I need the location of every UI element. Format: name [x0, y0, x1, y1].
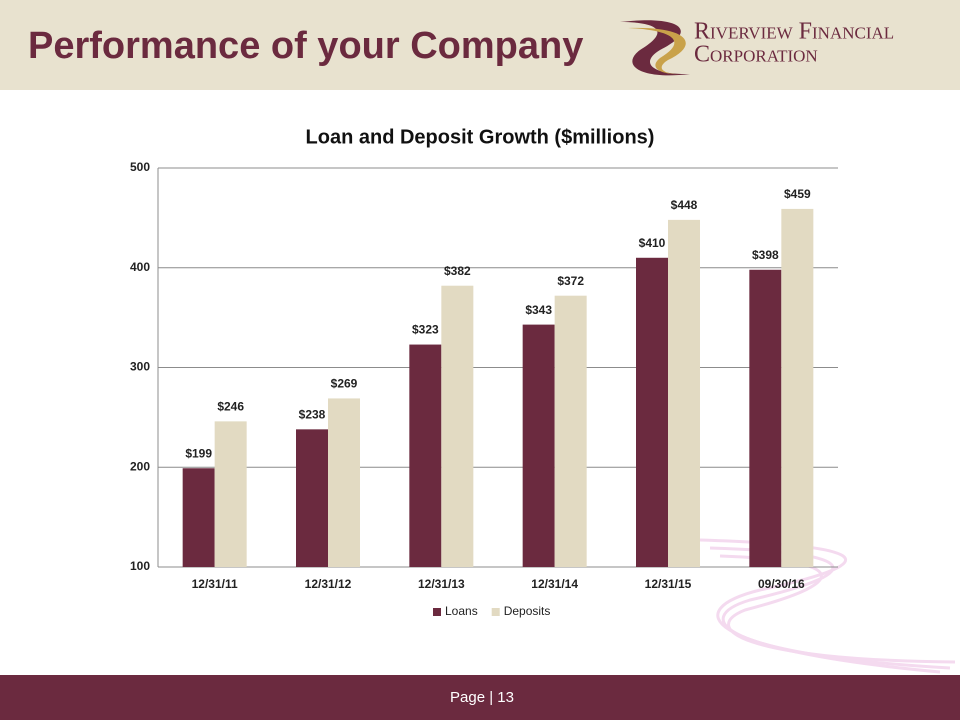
value-label: $343 — [525, 303, 552, 317]
x-tick-label: 09/30/16 — [758, 577, 805, 591]
legend-swatch — [433, 608, 441, 616]
decorative-swirl — [699, 538, 956, 674]
page-title: Performance of your Company — [28, 25, 583, 67]
value-label: $448 — [671, 198, 698, 212]
bar — [409, 344, 442, 567]
header-band — [0, 0, 960, 90]
legend-label: Loans — [445, 604, 478, 618]
y-tick-label: 500 — [130, 160, 150, 174]
bar — [636, 257, 668, 567]
bar — [749, 269, 782, 567]
value-label: $323 — [412, 323, 439, 337]
value-label: $199 — [185, 446, 212, 460]
value-label: $238 — [299, 408, 326, 422]
x-tick-label: 12/31/15 — [645, 577, 692, 591]
chart-title: Loan and Deposit Growth ($millions) — [306, 126, 655, 148]
chart: 100 200 300 400 500 12/31/11 $199 $246 12/31/12 $… — [130, 160, 838, 618]
x-tick-label: 12/31/14 — [531, 577, 578, 591]
value-label: $459 — [784, 187, 811, 201]
legend-swatch — [491, 608, 500, 616]
bar — [214, 421, 247, 567]
y-tick-label: 300 — [130, 360, 150, 374]
legend-label: Deposits — [504, 604, 551, 618]
bar — [441, 285, 474, 567]
value-label: $246 — [217, 400, 244, 414]
bar — [668, 219, 700, 567]
footer-band — [0, 675, 960, 720]
logo-text: Corporation — [694, 42, 818, 68]
x-tick-label: 12/31/12 — [305, 577, 352, 591]
x-tick-label: 12/31/11 — [192, 577, 238, 591]
x-tick-label: 12/31/13 — [418, 577, 465, 591]
bar — [522, 324, 555, 567]
page-number: Page | 13 — [450, 689, 514, 706]
bar — [296, 429, 328, 567]
logo-text: Riverview Financial — [694, 19, 894, 45]
bar — [554, 295, 587, 567]
value-label: $269 — [331, 377, 358, 391]
value-label: $398 — [752, 248, 779, 262]
value-label: $410 — [639, 236, 666, 250]
bar — [328, 398, 360, 567]
value-label: $372 — [557, 274, 584, 288]
bar — [781, 208, 814, 567]
y-tick-label: 400 — [130, 260, 150, 274]
y-tick-label: 200 — [130, 459, 150, 473]
value-label: $382 — [444, 264, 471, 278]
logo: Riverview Financial Corporation — [620, 19, 894, 76]
bar — [182, 468, 215, 567]
y-tick-label: 100 — [130, 559, 150, 573]
